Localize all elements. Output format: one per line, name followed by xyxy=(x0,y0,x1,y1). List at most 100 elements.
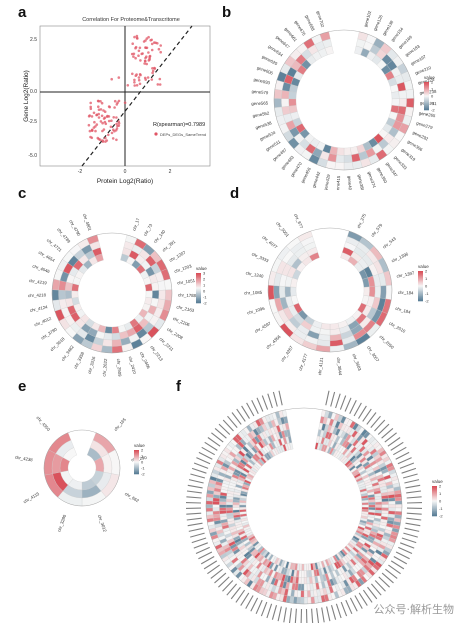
sector-label: chr_4801 xyxy=(82,213,93,232)
panel-label-a: a xyxy=(18,4,26,21)
sector-label: chr_2622 xyxy=(102,358,109,377)
heatmap-cell xyxy=(375,499,382,502)
sector-label: chr_579 xyxy=(370,222,384,238)
label-glyph xyxy=(327,607,330,622)
panel-label-f: f xyxy=(176,378,181,395)
sector-label: chr_184 xyxy=(398,290,414,296)
heatmap-cell xyxy=(389,504,396,507)
scatter-point xyxy=(99,100,102,103)
sector-label: chr_3482 xyxy=(60,344,75,362)
scatter-plot: Correlation For Proteome&Transcritome 2.… xyxy=(0,0,222,190)
heatmap-cell xyxy=(304,564,306,571)
sector-label: gene333 xyxy=(393,155,408,171)
heatmap-cell xyxy=(375,502,382,505)
sector-label: chr_4267 xyxy=(280,344,294,362)
legend-tick: -2 xyxy=(141,472,145,477)
sector-label: gene360 xyxy=(376,167,388,185)
heatmap-cell xyxy=(307,584,310,591)
heatmap-cell xyxy=(233,507,240,510)
sector-label: chr_3280 xyxy=(56,513,67,532)
heatmap-cell xyxy=(112,346,123,353)
legend-tick: 1 xyxy=(439,491,442,496)
sector-label: chr_4121 xyxy=(317,357,324,376)
legend-swatch xyxy=(134,473,139,474)
sector-label: gene210 xyxy=(414,65,432,76)
scatter-point xyxy=(97,105,100,108)
scatter-point xyxy=(151,49,154,52)
heatmap-cell xyxy=(307,590,311,597)
sector-label: gene524 xyxy=(259,130,277,142)
label-glyph xyxy=(394,557,407,564)
scatter-point xyxy=(159,78,162,81)
heatmap-cell xyxy=(65,290,72,298)
heatmap-cell xyxy=(399,90,407,98)
legend-title: value xyxy=(418,264,429,269)
sector-label: gene620 xyxy=(261,54,279,67)
heatmap-cell xyxy=(344,155,352,163)
heatmap-cell xyxy=(145,284,152,292)
heatmap-cell xyxy=(307,597,311,604)
heatmap-cell xyxy=(279,286,285,298)
sector-label: gene579 xyxy=(251,89,269,96)
sector-label: chr_4790 xyxy=(68,219,82,238)
heatmap-cell xyxy=(362,505,369,507)
panel-label-b: b xyxy=(222,4,231,21)
heatmap-cell xyxy=(344,148,351,156)
label-glyph xyxy=(407,513,422,514)
sector-label: chr_3333 xyxy=(251,251,270,263)
heatmap-cell xyxy=(274,98,282,107)
legend-tick: 2 xyxy=(439,484,442,489)
heatmap-cell xyxy=(268,285,274,300)
heatmap-cell xyxy=(300,597,304,604)
scatter-point xyxy=(158,48,161,51)
heatmap-cell xyxy=(382,505,389,508)
legend-tick: -1 xyxy=(141,466,145,471)
scatter-point xyxy=(159,83,162,86)
label-glyph xyxy=(398,547,412,553)
legend-tick: 0 xyxy=(425,284,428,289)
heatmap-cell xyxy=(219,508,226,511)
heatmap-cell xyxy=(282,106,291,115)
label-glyph xyxy=(279,391,282,406)
sector-label: gene470 xyxy=(289,161,303,178)
scatter-point xyxy=(88,124,91,127)
heatmap-cell xyxy=(321,323,330,330)
scatter-point xyxy=(113,130,116,133)
heatmap-cell xyxy=(382,498,389,501)
sector-label: chr_4077 xyxy=(261,235,279,250)
label-glyph xyxy=(261,602,266,616)
scatter-point xyxy=(114,100,117,103)
scatter-point xyxy=(135,46,138,49)
scatter-point xyxy=(118,124,121,127)
heatmap-cell xyxy=(395,501,402,505)
label-glyph xyxy=(359,406,367,419)
heatmap-cells xyxy=(274,32,414,170)
label-glyph xyxy=(290,608,292,623)
legend-tick: 0 xyxy=(431,94,434,99)
label-glyph xyxy=(198,552,212,559)
sector-label: gene511 xyxy=(265,139,282,152)
heatmap-cell xyxy=(159,290,166,300)
legend-swatch xyxy=(432,515,437,517)
heatmap-cell xyxy=(112,339,122,346)
scatter-point xyxy=(110,78,113,81)
scatter-point xyxy=(146,37,149,40)
sector-label: chr_140 xyxy=(153,228,167,244)
scatter-point xyxy=(133,79,136,82)
sector-label: gene593 xyxy=(253,77,271,86)
heatmap-cell xyxy=(337,148,344,156)
sector-label: chr_1396 xyxy=(391,251,410,263)
label-glyph xyxy=(405,485,420,488)
label-glyph xyxy=(396,452,409,459)
sector-label: gene292 xyxy=(412,130,430,142)
heatmap-cell xyxy=(302,564,304,571)
sector-label: chr_1340 xyxy=(245,270,264,279)
label-glyph xyxy=(190,474,205,478)
heatmap-cells xyxy=(52,235,172,353)
scatter-point xyxy=(107,134,110,137)
scatter-point xyxy=(91,137,94,140)
scatter-point xyxy=(99,138,102,141)
heatmap-cell xyxy=(219,501,226,504)
